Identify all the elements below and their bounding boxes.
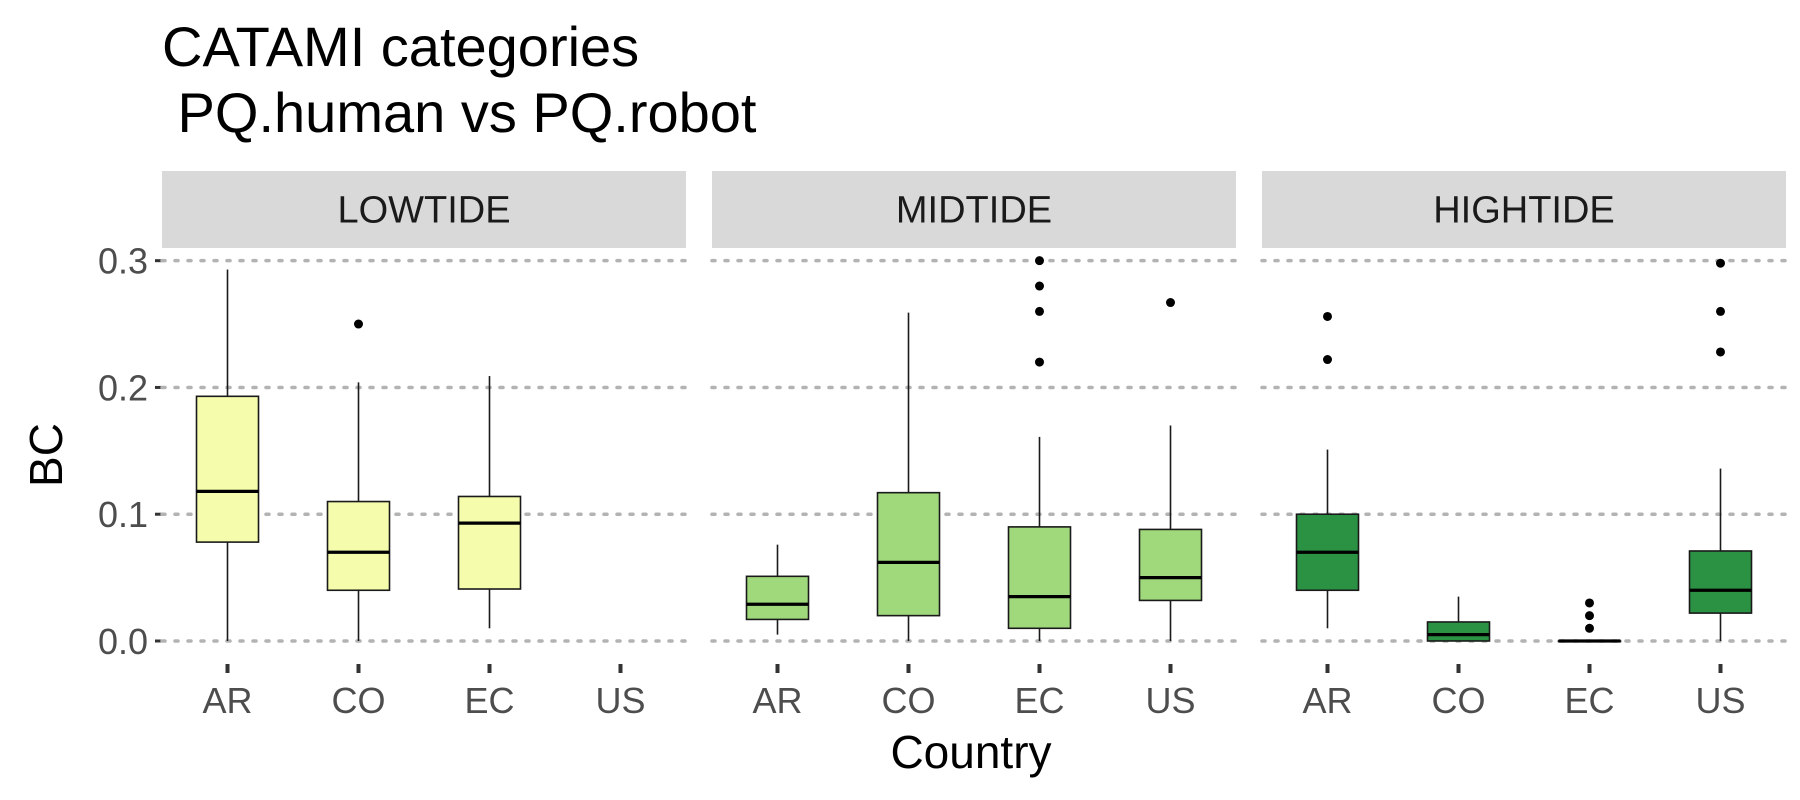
box-lowtide-ar bbox=[195, 269, 260, 641]
box-iqr bbox=[1007, 526, 1072, 630]
facet-strip-label: MIDTIDE bbox=[896, 190, 1052, 232]
facet-panel-lowtide: LOWTIDE AR CO EC US bbox=[160, 171, 688, 721]
facet-panel-hightide: HIGHTIDE AR CO EC US bbox=[1260, 171, 1788, 721]
box-iqr bbox=[1688, 550, 1753, 614]
facet-strip bbox=[1262, 171, 1786, 248]
facet-strip bbox=[712, 171, 1236, 248]
outlier-point bbox=[1716, 258, 1725, 268]
box-iqr bbox=[326, 500, 391, 592]
y-axis: 0.0 0.1 0.2 0.3 bbox=[98, 241, 162, 662]
outlier-point bbox=[1585, 598, 1594, 608]
box-lowtide-ec bbox=[457, 376, 522, 629]
outlier-point bbox=[1035, 256, 1044, 266]
facet-strip-label: HIGHTIDE bbox=[1433, 190, 1615, 232]
outlier-point bbox=[1716, 347, 1725, 357]
box-midtide-ec bbox=[1007, 256, 1072, 641]
x-tick-label: AR bbox=[202, 680, 252, 721]
chart-title-line-2: PQ.human vs PQ.robot bbox=[162, 81, 757, 144]
box-hightide-co bbox=[1426, 596, 1491, 642]
x-tick-label: AR bbox=[1302, 680, 1352, 721]
x-tick-label: EC bbox=[1564, 680, 1614, 721]
box-iqr bbox=[876, 491, 941, 617]
box-hightide-ar bbox=[1295, 311, 1360, 629]
box-midtide-co bbox=[876, 312, 941, 641]
outlier-point bbox=[1166, 298, 1175, 308]
box-hightide-ec bbox=[1557, 598, 1622, 643]
x-tick-label: CO bbox=[1432, 680, 1486, 721]
x-tick-label: EC bbox=[464, 680, 514, 721]
outlier-point bbox=[1323, 355, 1332, 365]
outlier-point bbox=[1585, 611, 1594, 621]
box-lowtide-co bbox=[326, 319, 391, 641]
facet-strip bbox=[162, 171, 686, 248]
box-iqr bbox=[745, 575, 810, 621]
outlier-point bbox=[1716, 306, 1725, 316]
box-iqr bbox=[195, 395, 260, 543]
x-tick-label: US bbox=[1145, 680, 1195, 721]
box-iqr bbox=[1426, 621, 1491, 642]
x-tick-label: AR bbox=[752, 680, 802, 721]
outlier-point bbox=[1035, 357, 1044, 367]
y-tick-label: 0.2 bbox=[98, 367, 148, 408]
y-axis-title: BC bbox=[20, 423, 72, 487]
y-tick-label: 0.3 bbox=[98, 241, 148, 282]
box-iqr bbox=[457, 495, 522, 590]
x-axis-title: Country bbox=[890, 726, 1051, 778]
x-tick-label: US bbox=[595, 680, 645, 721]
y-tick-label: 0.0 bbox=[98, 621, 148, 662]
outlier-point bbox=[1035, 281, 1044, 291]
facet-strip-label: LOWTIDE bbox=[337, 190, 510, 232]
chart-title-line-1: CATAMI categories bbox=[162, 15, 639, 78]
x-tick-label: US bbox=[1695, 680, 1745, 721]
x-tick-label: CO bbox=[882, 680, 936, 721]
box-hightide-us bbox=[1688, 258, 1753, 641]
outlier-point bbox=[354, 319, 363, 329]
x-tick-label: EC bbox=[1014, 680, 1064, 721]
box-midtide-us bbox=[1138, 298, 1203, 641]
outlier-point bbox=[1035, 306, 1044, 316]
x-tick-label: CO bbox=[332, 680, 386, 721]
box-iqr bbox=[1138, 528, 1203, 602]
chart-title: CATAMI categories PQ.human vs PQ.robot bbox=[162, 15, 757, 144]
outlier-point bbox=[1323, 311, 1332, 321]
facet-panel-midtide: MIDTIDE AR CO EC US bbox=[710, 171, 1238, 721]
y-tick-label: 0.1 bbox=[98, 494, 148, 535]
box-midtide-ar bbox=[745, 544, 810, 635]
outlier-point bbox=[1585, 623, 1594, 633]
facet-panels: LOWTIDE AR CO EC US MIDTIDE AR CO EC US HIGHTIDE AR… bbox=[160, 171, 1788, 721]
